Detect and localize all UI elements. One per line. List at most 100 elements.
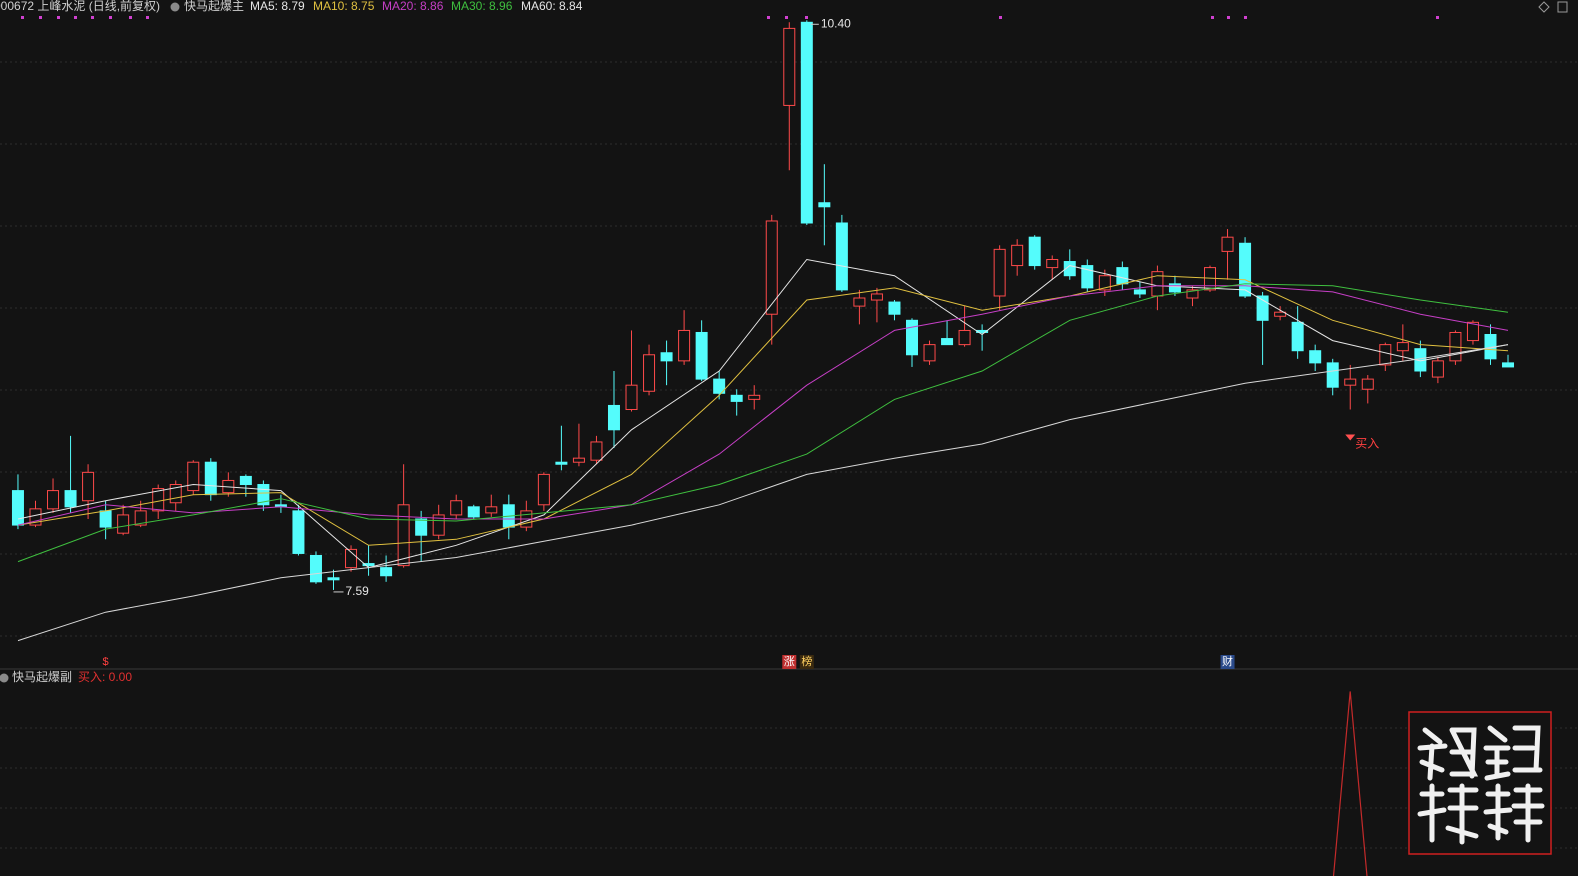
- panel-icon[interactable]: [1557, 1, 1568, 13]
- candle-body: [905, 319, 918, 356]
- candle-body: [64, 490, 77, 508]
- candle-body: [362, 563, 375, 567]
- candle-body: [765, 220, 778, 315]
- candle-body: [397, 504, 410, 567]
- ma-line: [17, 283, 1509, 563]
- candle-body: [1239, 242, 1252, 297]
- candle-body: [1396, 342, 1409, 352]
- candle-body: [1361, 378, 1374, 390]
- event-dot: [1436, 16, 1439, 19]
- signal-icon: [1345, 434, 1356, 441]
- event-dot: [129, 16, 132, 19]
- candle-body: [292, 510, 305, 554]
- candle-body: [327, 577, 340, 581]
- candle-body: [169, 484, 182, 504]
- candle-body: [450, 500, 463, 516]
- stamp-glyphs: [1417, 725, 1545, 845]
- event-dot: [1227, 16, 1230, 19]
- stamp-glyph: [1483, 783, 1545, 843]
- candle-body: [818, 202, 831, 208]
- candle-body: [82, 471, 95, 502]
- legend-entry: MA30: 8.96: [451, 0, 513, 13]
- stamp-glyph: [1417, 783, 1479, 845]
- diamond-icon[interactable]: [1538, 1, 1550, 13]
- event-dot: [91, 16, 94, 19]
- candle-body: [1081, 265, 1094, 289]
- event-dot: [805, 16, 808, 19]
- candle-body: [257, 484, 270, 506]
- candle-body: [976, 329, 989, 333]
- candle-body: [993, 248, 1006, 297]
- candle-body: [870, 293, 883, 301]
- candle-body: [1063, 261, 1076, 277]
- candle-body: [537, 473, 550, 506]
- candle-body: [485, 506, 498, 514]
- candle-body: [134, 510, 147, 526]
- candle-body: [835, 222, 848, 291]
- stamp-glyph: [1417, 727, 1479, 781]
- event-marker: 榜: [801, 654, 812, 668]
- event-dot: [74, 16, 77, 19]
- candle-body: [713, 378, 726, 394]
- ma-line: [17, 258, 1509, 569]
- candle-body: [1502, 362, 1515, 368]
- candle-body: [467, 506, 480, 518]
- candle-body: [625, 384, 638, 411]
- seal-stamp: [1408, 711, 1552, 855]
- candle-body: [1291, 321, 1304, 352]
- event-dot: [21, 16, 24, 19]
- event-dot: [39, 16, 42, 19]
- event-dot: [785, 16, 788, 19]
- legend-entry: MA60: 8.84: [521, 0, 583, 13]
- candle-body: [853, 297, 866, 307]
- candle-body: [660, 352, 673, 362]
- candle-body: [695, 331, 708, 380]
- event-marker-bg: [799, 655, 814, 669]
- event-dot: [999, 16, 1002, 19]
- candle-body: [345, 548, 358, 569]
- indicator-toggle[interactable]: [170, 2, 180, 12]
- stamp-glyph: [1483, 725, 1543, 781]
- candle-body: [117, 514, 130, 534]
- candle-body: [1379, 344, 1392, 366]
- candle-body: [678, 329, 691, 362]
- signal-line: [1332, 691, 1368, 876]
- candle-body: [47, 490, 60, 510]
- candle-body: [432, 514, 445, 536]
- candle-body: [1116, 267, 1129, 285]
- high-annotation: 10.40: [821, 16, 851, 30]
- candle-body: [941, 338, 954, 346]
- legend-entry: MA20: 8.86: [382, 0, 444, 13]
- candle-body: [607, 404, 620, 431]
- ma-line: [17, 344, 1509, 642]
- candle-body: [187, 461, 200, 492]
- sub-indicator-toggle[interactable]: [0, 673, 9, 683]
- candle-body: [923, 344, 936, 362]
- candle-body: [888, 301, 901, 315]
- candle-body: [748, 394, 761, 400]
- candle-body: [643, 354, 656, 392]
- candle-body: [1326, 362, 1339, 388]
- event-dot: [1244, 16, 1247, 19]
- candle-body: [1221, 236, 1234, 252]
- event-dot: [57, 16, 60, 19]
- legend-entry: MA10: 8.75: [313, 0, 375, 13]
- candle-body: [1046, 258, 1059, 269]
- candle-body: [380, 567, 393, 577]
- candle-body: [1098, 275, 1111, 291]
- candle-body: [1344, 378, 1357, 386]
- candle-body: [415, 518, 428, 536]
- candle-body: [590, 441, 603, 461]
- candle-body: [1256, 295, 1269, 321]
- sub-indicator-legend: 买入: 0.00: [78, 670, 132, 684]
- candle-body: [1186, 289, 1199, 299]
- candle-body: [958, 329, 971, 346]
- sub-indicator-name: 快马起爆副: [12, 670, 72, 684]
- event-dot: [1211, 16, 1214, 19]
- candle-body: [730, 394, 743, 402]
- candle-body: [11, 490, 24, 526]
- candle-body: [99, 510, 112, 528]
- legend-entry: MA5: 8.79: [250, 0, 305, 13]
- event-marker: 财: [1222, 654, 1233, 668]
